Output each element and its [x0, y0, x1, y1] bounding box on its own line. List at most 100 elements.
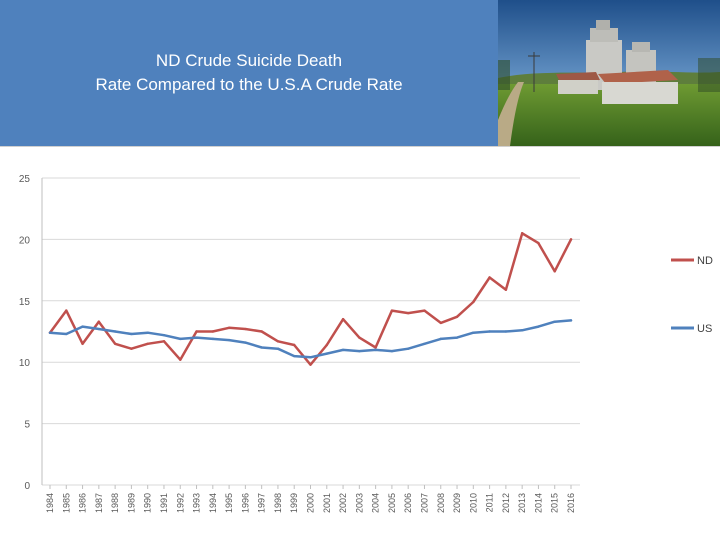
data-point-nd	[195, 330, 198, 333]
x-tick-label: 1994	[208, 493, 218, 513]
data-point-us	[358, 349, 361, 353]
y-tick-label: 0	[24, 481, 30, 492]
data-point-us	[293, 354, 296, 358]
y-tick-label: 15	[19, 297, 31, 308]
x-tick-label: 1997	[257, 493, 267, 513]
data-point-nd	[358, 336, 361, 339]
x-tick-label: 2001	[322, 493, 332, 513]
data-point-us	[244, 341, 247, 344]
data-point-us	[569, 319, 573, 322]
data-point-nd	[276, 340, 280, 343]
data-point-us	[309, 356, 312, 359]
x-tick-label: 2003	[354, 493, 364, 513]
data-point-us	[211, 337, 215, 341]
data-point-nd	[423, 309, 426, 312]
data-point-nd	[472, 300, 475, 304]
data-point-us	[146, 331, 149, 334]
x-tick-label: 1990	[143, 493, 153, 513]
x-tick-label: 1993	[192, 493, 202, 513]
data-point-nd	[97, 320, 101, 323]
y-tick-label: 5	[24, 420, 30, 431]
legend-label-nd: ND	[697, 255, 713, 267]
x-tick-label: 2013	[517, 493, 527, 513]
data-point-us	[472, 331, 475, 334]
legend: ND US	[671, 255, 713, 335]
x-tick-label: 2008	[436, 493, 446, 513]
data-point-us	[488, 330, 491, 333]
x-tick-label: 1991	[159, 493, 169, 513]
y-tick-label: 10	[19, 358, 31, 369]
x-tick-label: 1992	[175, 493, 185, 513]
data-point-us	[48, 331, 52, 334]
data-point-nd	[390, 309, 394, 312]
series-line-us	[48, 319, 573, 359]
data-point-us	[439, 337, 442, 341]
data-point-nd	[520, 232, 524, 235]
data-point-us	[179, 337, 182, 341]
line-chart: 0 5 10 15 20 25 1984 1985 1986 1987 1988 1989 1990 19…	[19, 174, 713, 513]
data-point-nd	[81, 342, 84, 345]
data-point-nd	[179, 358, 182, 361]
data-point-us	[374, 348, 377, 352]
data-point-us	[553, 320, 556, 323]
chart-title-line-1: ND Crude Suicide Death	[155, 51, 343, 70]
data-point-us	[276, 347, 280, 350]
series-lines	[48, 232, 573, 366]
axes: 0 5 10 15 20 25 1984 1985 1986 1987 1988 1989 1990 19…	[19, 174, 576, 513]
data-point-nd	[113, 342, 117, 345]
data-point-us	[325, 352, 328, 355]
x-tick-label: 2010	[468, 493, 478, 513]
title-banner: ND Crude Suicide Death Rate Compared to …	[0, 0, 498, 146]
data-point-nd	[227, 326, 231, 330]
data-point-nd	[65, 309, 68, 312]
x-tick-label: 1987	[94, 493, 104, 513]
data-point-nd	[374, 346, 377, 349]
data-point-nd	[439, 321, 442, 325]
x-tick-label: 2006	[403, 493, 413, 513]
data-point-us	[423, 342, 426, 345]
x-tick-label: 2004	[371, 493, 381, 513]
y-tick-label: 20	[19, 235, 31, 246]
data-point-us	[455, 336, 459, 339]
header-divider	[0, 146, 720, 147]
data-point-nd	[146, 342, 149, 345]
data-point-us	[504, 330, 508, 333]
data-point-us	[65, 332, 68, 336]
grain-elevator-photo	[498, 0, 720, 146]
data-point-nd	[211, 330, 215, 333]
data-point-nd	[325, 343, 328, 347]
x-tick-label: 1998	[273, 493, 283, 513]
data-point-nd	[162, 340, 166, 343]
data-point-nd	[341, 318, 345, 321]
data-point-us	[162, 333, 166, 337]
x-tick-label: 1985	[61, 493, 71, 513]
x-tick-label: 1984	[45, 493, 55, 513]
x-tick-label: 2005	[387, 493, 397, 513]
data-point-us	[406, 347, 410, 350]
data-point-us	[195, 336, 198, 339]
x-tick-label: 1988	[110, 493, 120, 513]
x-tick-label: 2002	[338, 493, 348, 513]
data-point-nd	[406, 311, 410, 315]
y-tick-label: 25	[19, 174, 31, 185]
x-tick-label: 1999	[289, 493, 299, 513]
data-point-us	[537, 325, 540, 328]
x-tick-label: 2009	[452, 493, 462, 513]
x-tick-label: 2007	[419, 493, 429, 513]
series-line-nd	[48, 232, 573, 366]
data-point-nd	[244, 327, 247, 331]
data-point-us	[81, 325, 84, 328]
data-point-nd	[293, 343, 296, 347]
data-point-us	[260, 346, 263, 349]
x-tick-label: 2014	[533, 493, 543, 513]
data-point-us	[520, 329, 524, 332]
x-tick-label: 1989	[126, 493, 136, 513]
data-point-us	[341, 348, 345, 352]
x-tick-label: 2015	[550, 493, 560, 513]
data-point-nd	[569, 238, 573, 241]
data-point-nd	[537, 241, 540, 245]
x-tick-label: 1996	[240, 493, 250, 513]
x-tick-label: 2011	[485, 493, 495, 512]
x-tick-label: 1986	[78, 493, 88, 513]
data-point-nd	[455, 315, 459, 318]
